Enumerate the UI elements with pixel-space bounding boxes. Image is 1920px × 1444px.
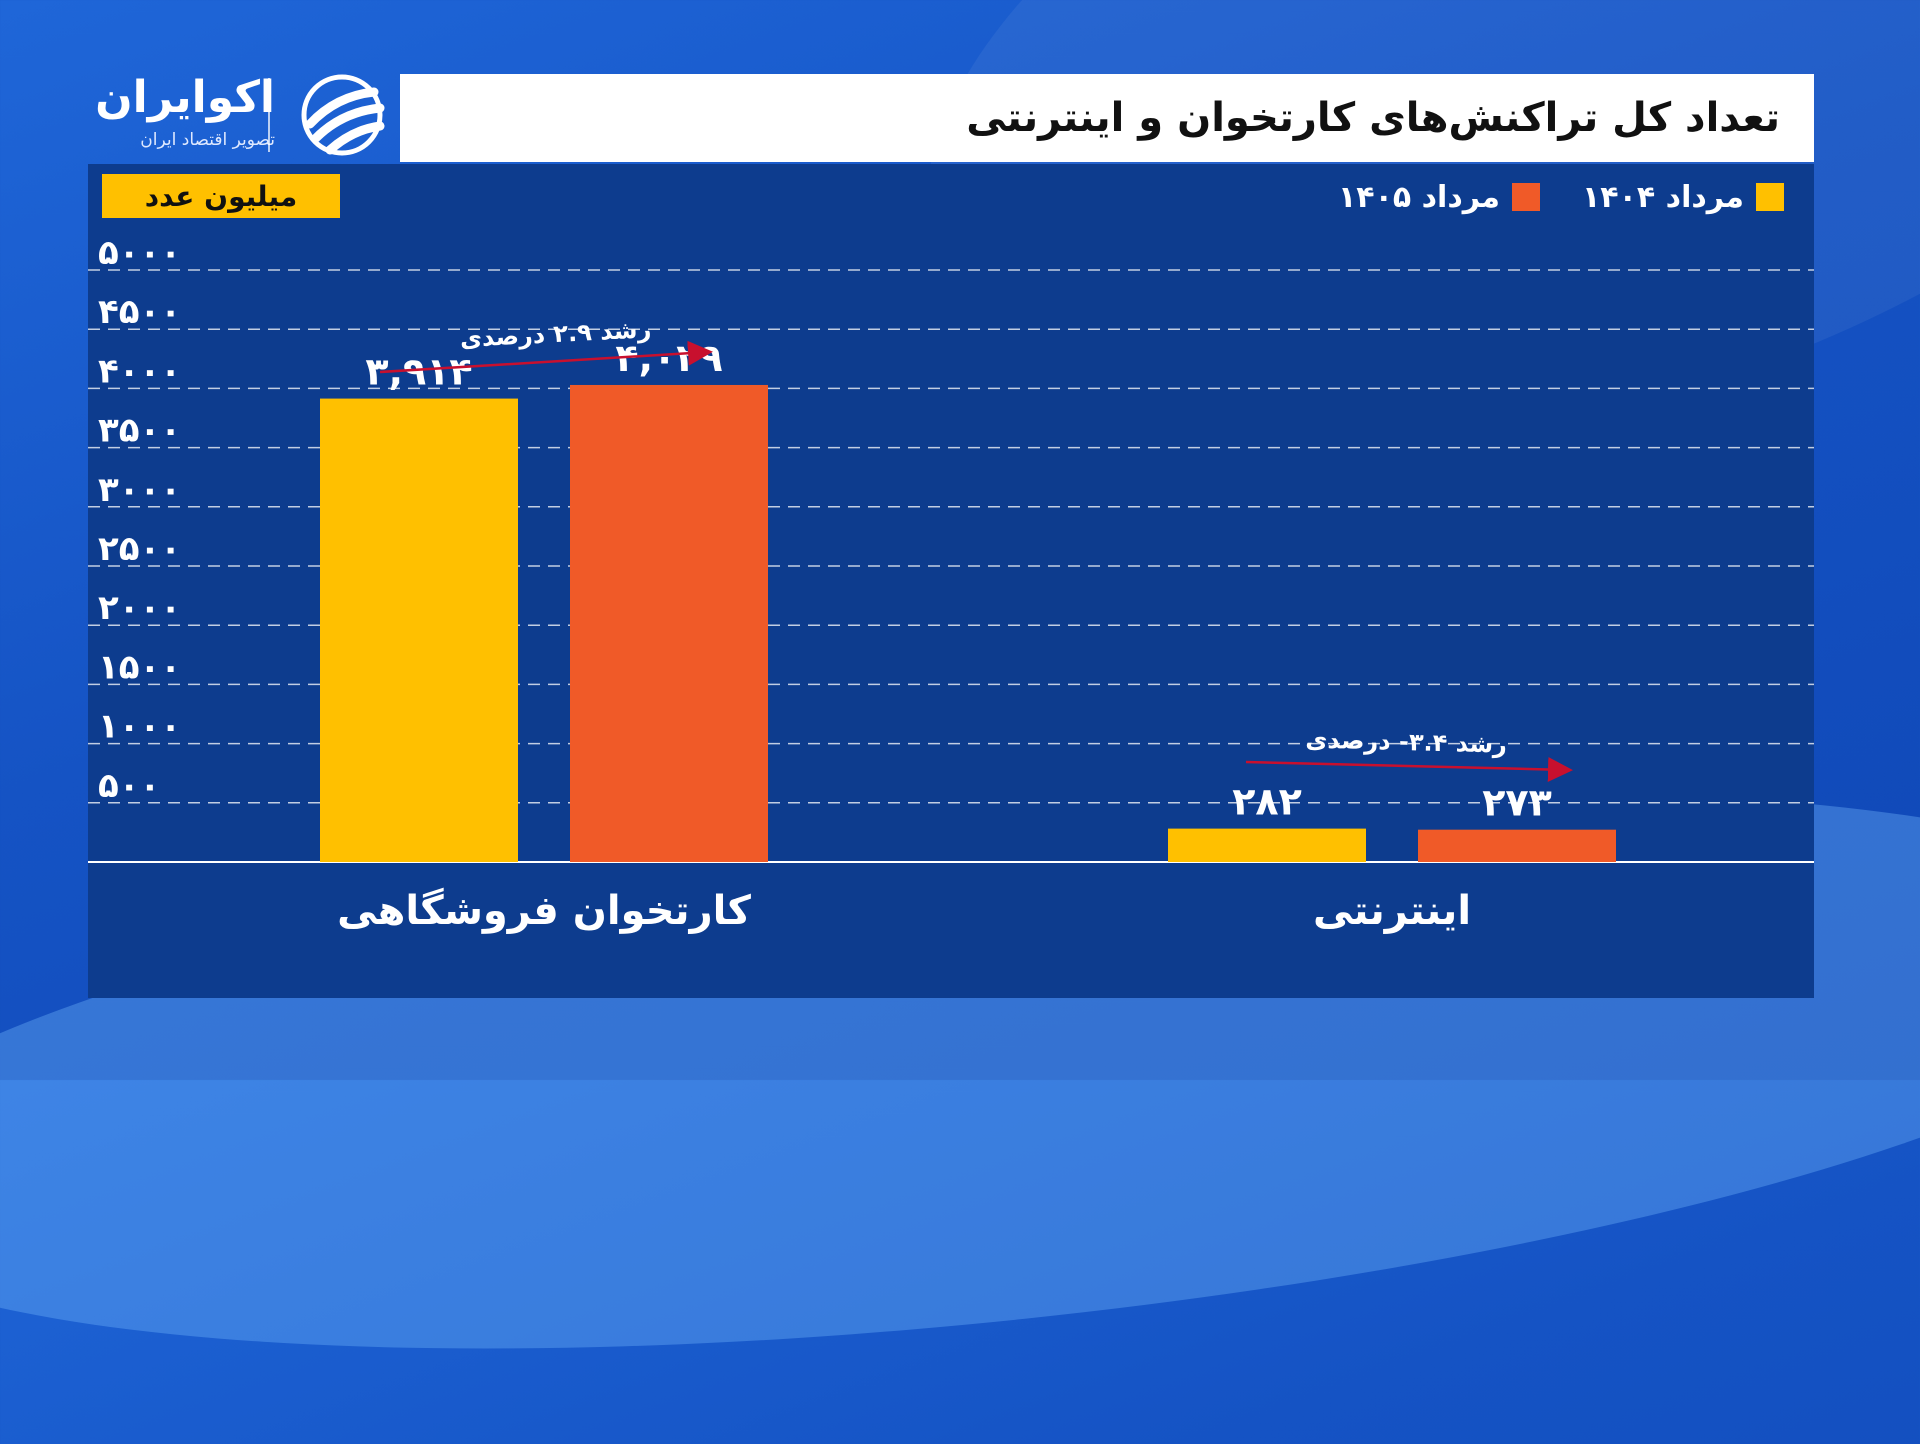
y-tick-label: ۲۵۰۰	[98, 529, 181, 569]
x-category-label: اینترنتی	[1313, 888, 1471, 934]
x-category-label: کارتخوان فروشگاهی	[337, 887, 752, 934]
y-tick-label: ۲۰۰۰	[98, 588, 181, 628]
unit-badge: میلیون عدد	[102, 174, 340, 218]
legend-swatch-1404	[1756, 183, 1784, 211]
bar-1404-1	[1168, 828, 1366, 862]
bar-1405-0	[570, 384, 768, 862]
bar-1405-1	[1418, 829, 1616, 862]
bar-1404-0	[320, 398, 518, 862]
data-label: ۲۸۲	[1232, 780, 1302, 824]
legend-item-1405: مرداد ۱۴۰۵	[1338, 180, 1540, 215]
growth-annotation: رشد ۳.۴- درصدی	[1305, 725, 1507, 758]
legend: مرداد ۱۴۰۴ مرداد ۱۴۰۵	[1296, 176, 1784, 218]
unit-label: میلیون عدد	[144, 179, 298, 213]
y-tick-label: ۳۰۰۰	[98, 470, 181, 510]
legend-strip: میلیون عدد مرداد ۱۴۰۴ مرداد ۱۴۰۵	[88, 164, 1814, 230]
y-tick-label: ۵۰۰۰	[98, 233, 181, 273]
y-tick-label: ۱۵۰۰	[98, 647, 181, 687]
legend-swatch-1405	[1511, 183, 1540, 211]
bar-chart: ۵۰۰۱۰۰۰۱۵۰۰۲۰۰۰۲۵۰۰۳۰۰۰۳۵۰۰۴۰۰۰۴۵۰۰۵۰۰۰ …	[88, 233, 1814, 934]
growth-arrow	[1245, 757, 1573, 782]
chart-title: تعداد کل تراکنش‌های کارتخوان و اینترنتی	[966, 95, 1780, 141]
y-tick-label: ۴۵۰۰	[98, 292, 181, 332]
legend-label-1405: مرداد ۱۴۰۵	[1337, 179, 1500, 215]
y-tick-label: ۵۰۰	[98, 766, 160, 806]
brand-tagline: تصویر اقتصاد ایران	[140, 130, 275, 150]
growth-arrow	[379, 340, 713, 374]
title-bar: تعداد کل تراکنش‌های کارتخوان و اینترنتی	[400, 74, 1814, 162]
legend-label-1404: مرداد ۱۴۰۴	[1581, 179, 1744, 215]
y-tick-label: ۱۰۰۰	[98, 707, 181, 747]
y-tick-label: ۳۵۰۰	[98, 411, 181, 451]
brand-mark-icon	[301, 74, 385, 156]
logo-divider	[268, 78, 270, 152]
legend-item-1404: مرداد ۱۴۰۴	[1582, 180, 1784, 215]
brand-logo: اکوایران تصویر اقتصاد ایران	[88, 72, 388, 164]
data-label: ۲۷۳	[1482, 781, 1552, 825]
brand-name: اکوایران	[95, 72, 275, 123]
y-tick-label: ۴۰۰۰	[98, 351, 181, 391]
